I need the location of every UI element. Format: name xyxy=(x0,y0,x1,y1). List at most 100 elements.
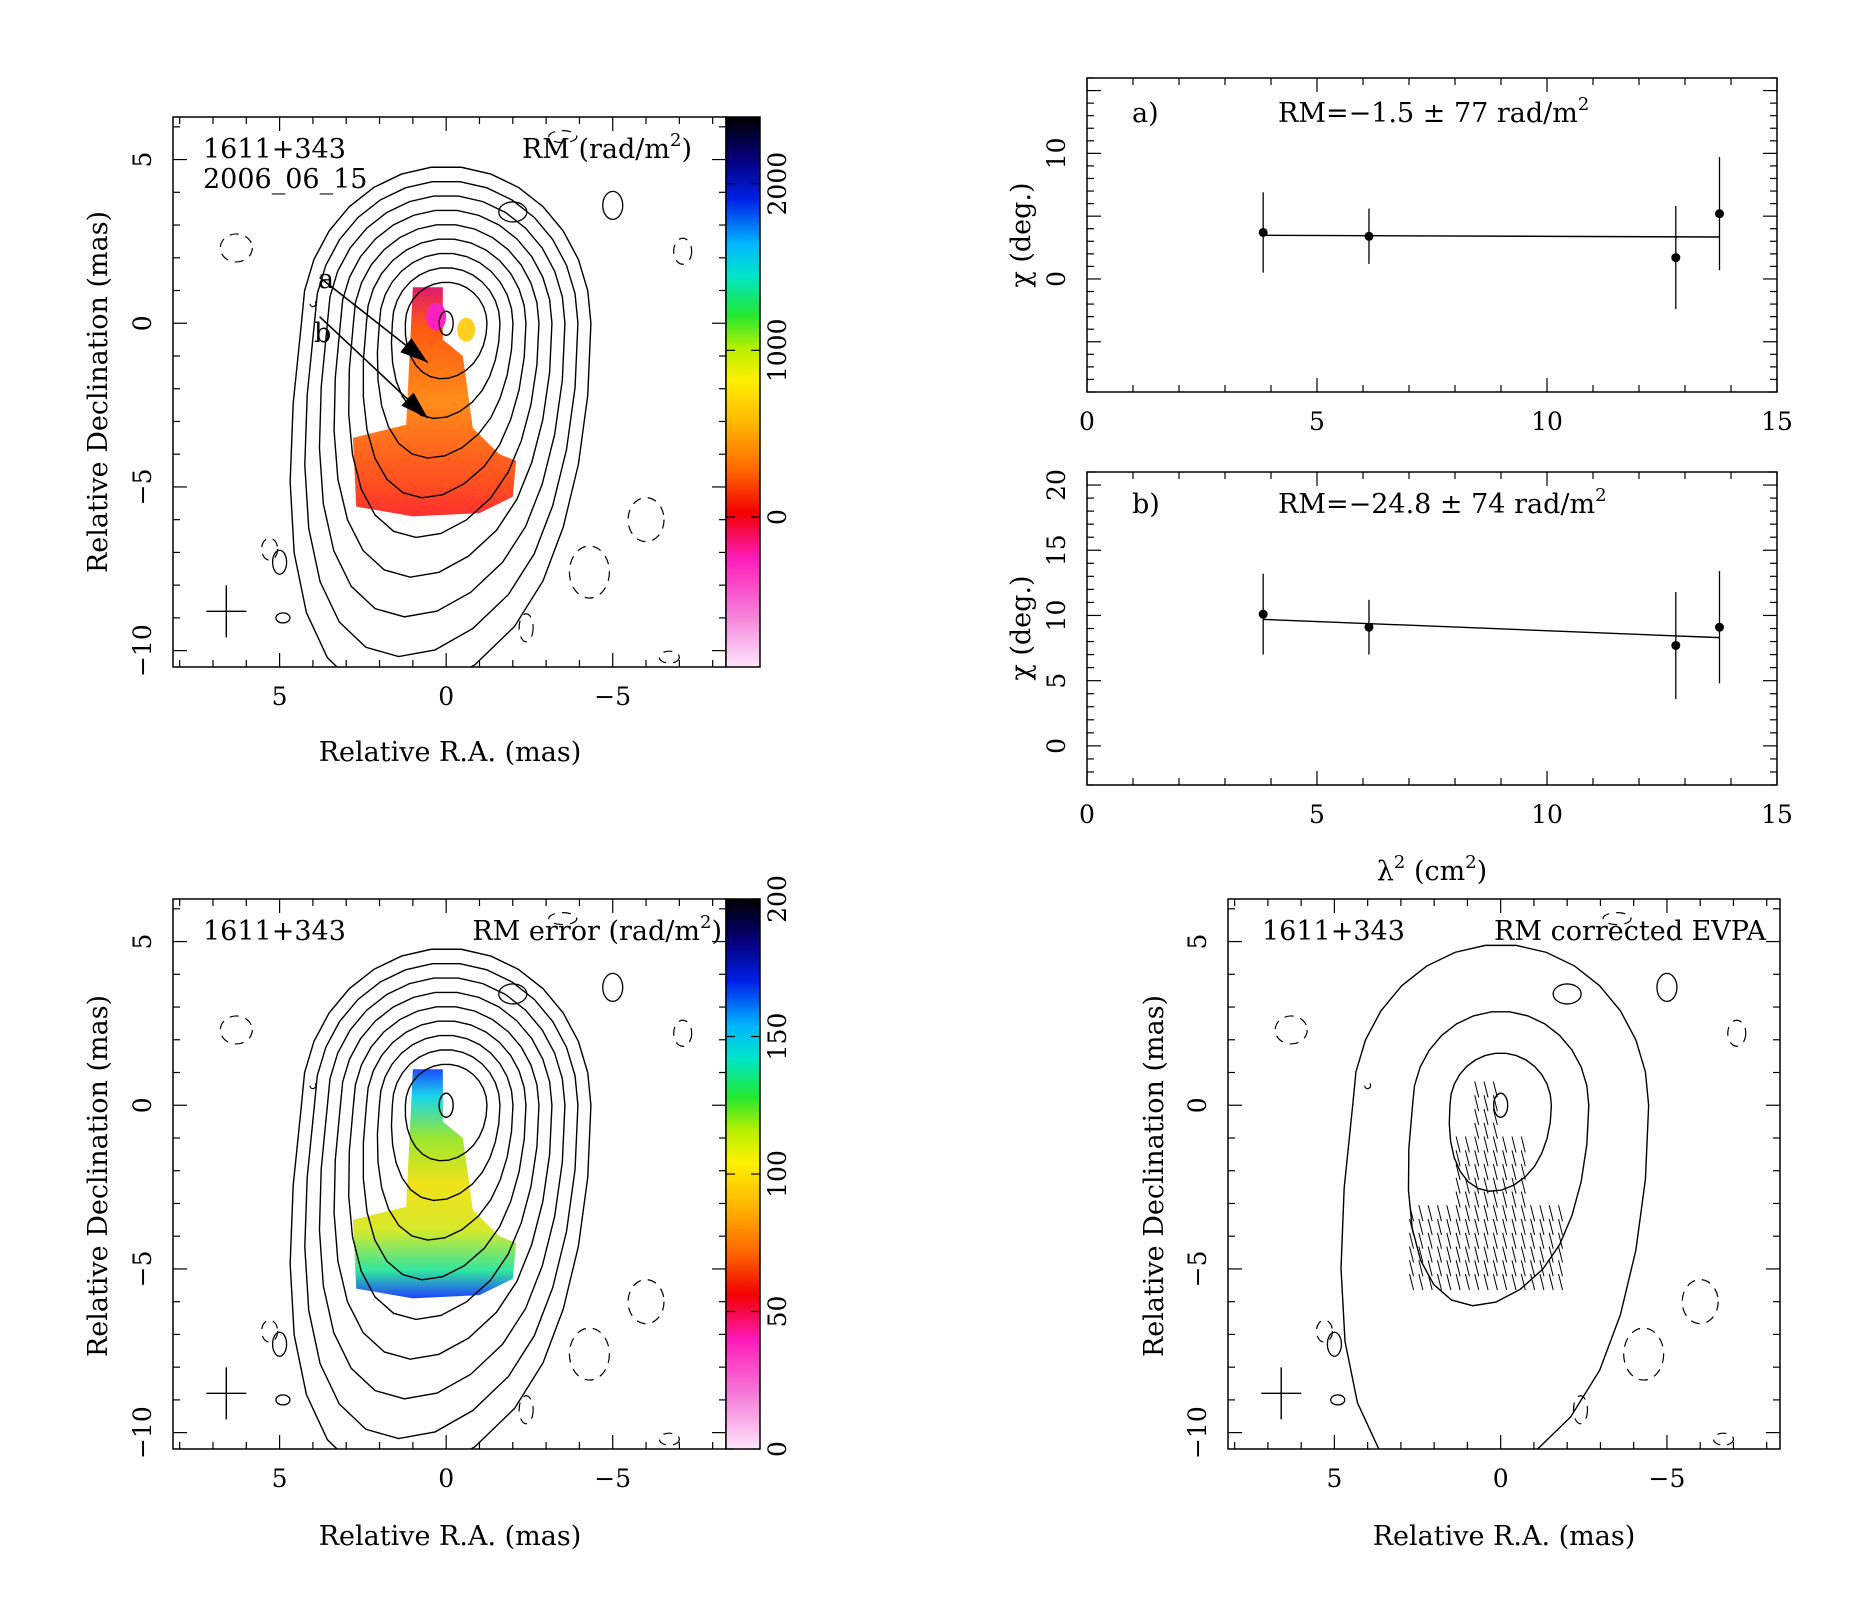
rm-map-emission xyxy=(206,130,693,667)
negative-contour xyxy=(673,1019,693,1047)
evpa-vector xyxy=(1558,1218,1564,1236)
rm-colorbar-ticks: 0 1000 2000 xyxy=(726,152,792,525)
negative-contour xyxy=(1681,1279,1719,1325)
intensity-contour xyxy=(404,281,488,380)
negative-contour xyxy=(627,1279,665,1325)
colorbar-tick-label: 0 xyxy=(763,1441,792,1457)
evpa-vector xyxy=(1455,1163,1461,1181)
evpa-vector xyxy=(1464,1177,1470,1194)
fit-line xyxy=(1263,618,1720,639)
evpa-vector xyxy=(1483,1136,1489,1153)
evpa-vector xyxy=(1558,1246,1564,1263)
evpa-vector xyxy=(1427,1246,1433,1263)
contour-island xyxy=(498,983,528,1005)
evpa-vector xyxy=(1539,1218,1545,1236)
evpa-vector xyxy=(1520,1177,1526,1194)
negative-contour xyxy=(261,537,279,561)
negative-contour xyxy=(1274,1015,1308,1045)
evpa-vector xyxy=(1502,1150,1508,1167)
y-tick-label: 5 xyxy=(1183,934,1212,950)
evpa-map-frame xyxy=(1227,898,1781,1450)
rm-map-epoch-label: 2006_06_15 xyxy=(203,164,367,195)
evpa-map-emission xyxy=(1261,912,1747,1449)
evpa-vector xyxy=(1455,1177,1461,1194)
colorbar-tick-label: 200 xyxy=(763,875,792,923)
intensity-contour xyxy=(376,1034,514,1241)
intensity-contour xyxy=(390,1049,501,1202)
x-tick-label: 10 xyxy=(1531,407,1563,436)
y-tick-label: 20 xyxy=(1042,469,1071,501)
negative-contour xyxy=(1727,1019,1747,1047)
evpa-vector xyxy=(1539,1273,1545,1291)
evpa-vector xyxy=(1474,1122,1480,1139)
evpa-vector xyxy=(1511,1150,1517,1167)
evpa-vector xyxy=(1539,1232,1545,1249)
y-tick-label: 0 xyxy=(128,1097,157,1113)
evpa-vector xyxy=(1558,1232,1564,1249)
negative-contour xyxy=(673,237,693,265)
evpa-vector xyxy=(1558,1205,1564,1222)
data-point xyxy=(1671,640,1681,650)
evpa-vector xyxy=(1437,1218,1442,1236)
evpa-vector xyxy=(1502,1191,1508,1208)
evpa-map-xlabel: Relative R.A. (mas) xyxy=(1373,1521,1636,1552)
x-tick-label: 10 xyxy=(1531,800,1563,829)
evpa-vector xyxy=(1502,1205,1508,1222)
intensity-contour xyxy=(362,238,527,499)
evpa-vector xyxy=(1558,1260,1564,1277)
evpa-vector xyxy=(1427,1205,1433,1222)
evpa-vector xyxy=(1548,1246,1554,1263)
evpa-vector xyxy=(1455,1232,1461,1249)
rm-map-panel: 5 0 −5 5 0 −5 −10 0 1000 2000 1611+343 2006_06_1… xyxy=(83,116,792,768)
evpa-vector xyxy=(1474,1191,1480,1208)
arrow-head-b xyxy=(401,392,428,419)
evpa-map-ylabel: Relative Declination (mas) xyxy=(1139,995,1170,1357)
contour-island xyxy=(498,201,528,223)
x-tick-label: 5 xyxy=(272,682,288,711)
evpa-vector xyxy=(1427,1273,1433,1291)
intensity-contour xyxy=(438,1092,454,1118)
negative-contour xyxy=(1602,912,1632,926)
evpa-map-ticks: 5 0 −5 5 0 −5 −10 xyxy=(1183,899,1780,1493)
evpa-vector xyxy=(1483,1205,1489,1222)
y-tick-label: −10 xyxy=(1183,1406,1212,1459)
y-tick-label: −5 xyxy=(128,469,157,506)
evpa-vector xyxy=(1548,1205,1554,1222)
evpa-vector xyxy=(1464,1191,1470,1208)
fit-b-xlabel: λ2 (cm2) xyxy=(1377,852,1487,887)
evpa-vector xyxy=(1418,1246,1424,1263)
evpa-vector xyxy=(1464,1136,1470,1153)
evpa-vector xyxy=(1502,1232,1508,1249)
evpa-vector xyxy=(1520,1232,1526,1249)
evpa-vector xyxy=(1418,1232,1424,1249)
negative-contour xyxy=(1572,1395,1589,1425)
negative-contour xyxy=(309,1082,317,1090)
colorbar-tick-label: 100 xyxy=(763,1150,792,1198)
evpa-vector xyxy=(1492,1108,1498,1126)
colorbar-tick-label: 0 xyxy=(763,509,792,525)
contour-island xyxy=(1330,1394,1346,1406)
evpa-vector xyxy=(1464,1163,1470,1181)
negative-contour xyxy=(518,1395,534,1425)
x-tick-label: 5 xyxy=(1309,407,1325,436)
rm-map-source-label: 1611+343 xyxy=(203,134,346,165)
fit-line xyxy=(1263,234,1720,238)
intensity-contour xyxy=(1448,1052,1553,1192)
negative-contour xyxy=(627,497,665,543)
evpa-vector xyxy=(1437,1232,1442,1249)
data-point xyxy=(1258,227,1268,237)
y-tick-label: 10 xyxy=(1042,600,1071,632)
fit-b-annotation: RM=−24.8 ± 74 rad/m2 xyxy=(1278,485,1607,520)
rm-map-xlabel: Relative R.A. (mas) xyxy=(319,737,582,768)
evpa-vector xyxy=(1492,1150,1498,1167)
evpa-map-panel: 5 0 −5 5 0 −5 −10 1611+343 RM corrected EVPA R… xyxy=(1139,898,1781,1552)
evpa-vector xyxy=(1530,1205,1536,1222)
contour-island xyxy=(275,612,291,624)
evpa-vector xyxy=(1483,1246,1489,1263)
y-tick-label: 0 xyxy=(1042,271,1071,287)
evpa-vector xyxy=(1474,1273,1480,1291)
evpa-vector xyxy=(1418,1273,1424,1291)
y-tick-label: −5 xyxy=(128,1251,157,1288)
evpa-vector xyxy=(1446,1246,1452,1263)
evpa-vector xyxy=(1474,1108,1480,1126)
